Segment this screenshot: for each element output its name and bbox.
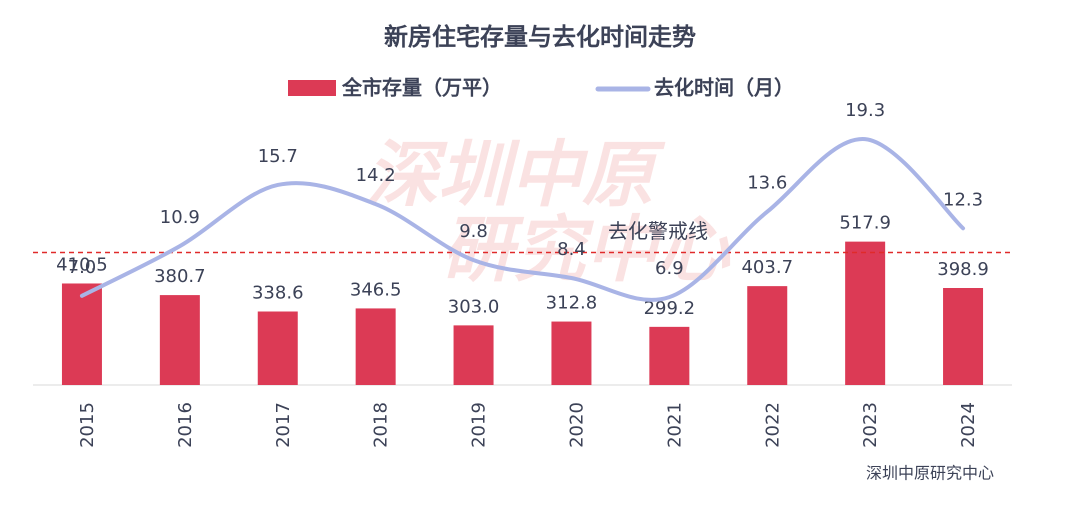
legend-swatch	[288, 80, 336, 96]
watermark-text: 深圳中原	[366, 133, 666, 217]
line-value-label: 19.3	[845, 100, 885, 121]
line-value-label: 9.8	[459, 221, 488, 242]
bar-value-label: 398.9	[937, 259, 989, 280]
line-value-label: 8.4	[557, 239, 586, 260]
bar	[551, 321, 592, 385]
reference-line-label: 去化警戒线	[608, 219, 708, 243]
bar-value-label: 303.0	[448, 296, 500, 317]
line-value-label: 13.6	[747, 173, 787, 194]
line-value-label: 10.9	[160, 207, 200, 228]
x-tick-label: 2022	[762, 402, 783, 448]
bar	[257, 311, 298, 385]
x-tick-label: 2021	[664, 402, 685, 448]
bar-value-label: 403.7	[741, 257, 793, 278]
x-tick-label: 2017	[273, 402, 294, 448]
x-tick-label: 2023	[860, 402, 881, 448]
line-value-label: 6.9	[655, 258, 684, 279]
line	[79, 137, 966, 302]
bar	[355, 308, 396, 385]
bar	[61, 283, 102, 385]
legend-label: 全市存量（万平）	[341, 76, 502, 100]
bar	[159, 295, 200, 385]
chart-title: 新房住宅存量与去化时间走势	[384, 23, 696, 51]
bar	[649, 326, 690, 385]
legend-label: 去化时间（月）	[654, 76, 794, 100]
x-tick-label: 2016	[175, 402, 196, 448]
bar	[845, 241, 886, 385]
x-tick-label: 2019	[469, 402, 490, 448]
watermark-text: 研究中心	[441, 208, 731, 292]
watermark: 深圳中原 研究中心	[366, 133, 731, 292]
bar-value-label: 410.5	[56, 254, 108, 275]
line-value-label: 14.2	[356, 165, 396, 186]
x-tick-label: 2024	[958, 402, 979, 448]
bar	[747, 286, 788, 385]
x-tick-label: 2018	[371, 402, 392, 448]
x-tick-label: 2020	[566, 402, 587, 448]
bar	[453, 325, 494, 385]
bar-value-label: 299.2	[644, 298, 696, 319]
bar-value-label: 517.9	[839, 213, 891, 234]
line-value-label: 12.3	[943, 189, 983, 210]
x-tick-label: 2015	[77, 402, 98, 448]
line-value-label: 7.0	[68, 257, 97, 278]
bar	[943, 288, 984, 385]
bar-value-label: 380.7	[154, 266, 206, 287]
bar-value-label: 346.5	[350, 279, 402, 300]
bar-value-label: 312.8	[546, 293, 598, 314]
source-note: 深圳中原研究中心	[866, 464, 994, 483]
bar-value-label: 338.6	[252, 283, 304, 304]
line-value-label: 15.7	[258, 146, 298, 167]
